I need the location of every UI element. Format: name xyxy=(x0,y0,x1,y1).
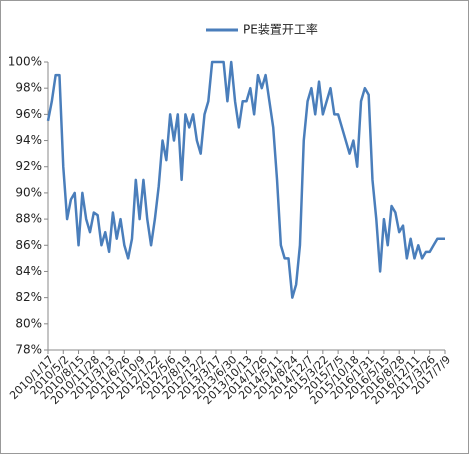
y-tick-label: 96% xyxy=(15,107,42,121)
y-tick-label: 82% xyxy=(15,290,42,304)
y-tick-label: 78% xyxy=(15,343,42,357)
y-tick-label: 94% xyxy=(15,133,42,147)
y-tick-label: 98% xyxy=(15,81,42,95)
y-tick-label: 92% xyxy=(15,159,42,173)
y-tick-label: 100% xyxy=(8,55,42,69)
y-tick-label: 86% xyxy=(15,238,42,252)
y-tick-label: 88% xyxy=(15,212,42,226)
y-tick-label: 90% xyxy=(15,185,42,199)
data-line xyxy=(46,60,445,299)
y-tick-label: 84% xyxy=(15,264,42,278)
legend-label: PE装置开工率 xyxy=(243,22,318,37)
y-tick-label: 80% xyxy=(15,316,42,330)
